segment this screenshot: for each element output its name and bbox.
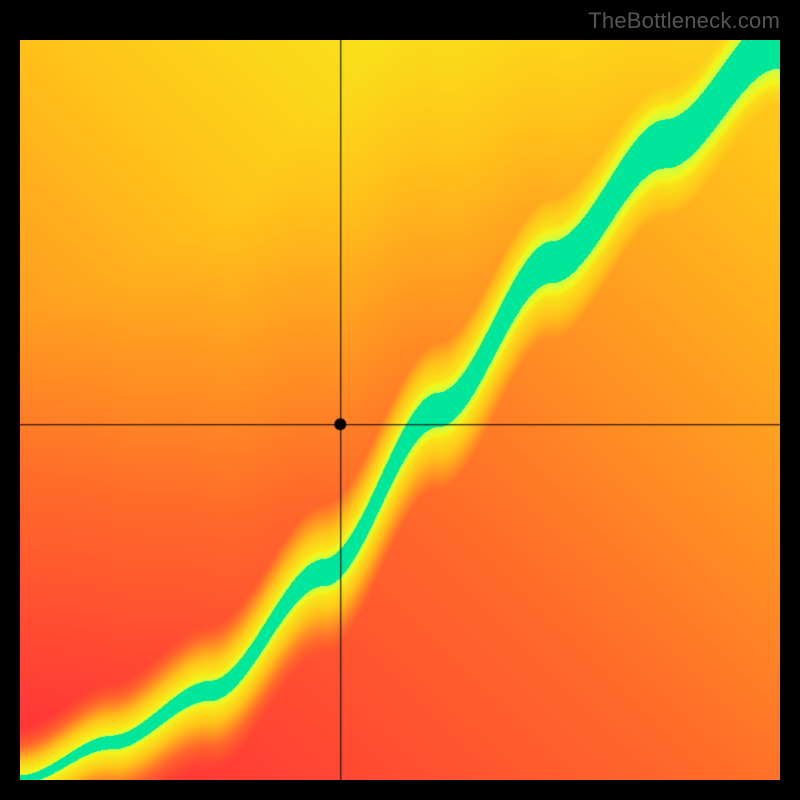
watermark-text: TheBottleneck.com	[588, 8, 780, 34]
plot-area	[20, 40, 780, 780]
heatmap-canvas	[20, 40, 780, 780]
chart-container: TheBottleneck.com	[0, 0, 800, 800]
